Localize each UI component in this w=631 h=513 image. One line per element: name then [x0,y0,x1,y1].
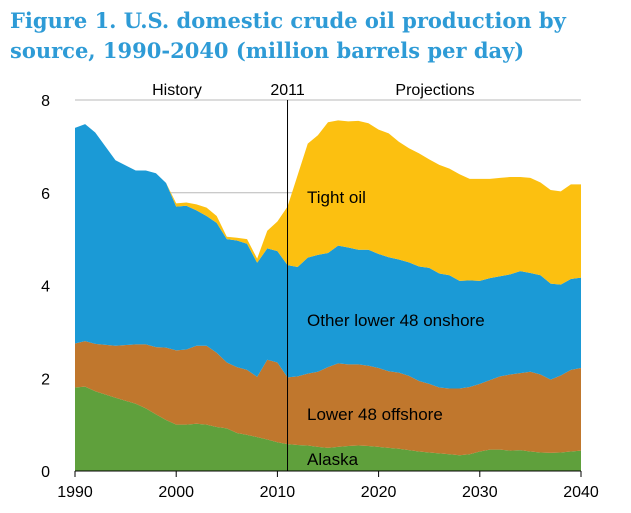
x-tick-label-2020: 2020 [361,484,397,501]
y-tick-label-6: 6 [41,186,50,203]
history-label: History [152,82,202,99]
series-label-other-lower-48-onshore: Other lower 48 onshore [307,311,485,330]
series-label-lower-48-offshore: Lower 48 offshore [307,405,443,424]
x-tick-label-2040: 2040 [563,484,599,501]
projections-label: Projections [395,82,474,99]
divider-year-label: 2011 [270,82,305,99]
y-tick-label-0: 0 [41,464,50,481]
x-tick-label-2010: 2010 [260,484,296,501]
y-tick-label-8: 8 [41,93,50,110]
area-tight-oil [75,120,581,285]
tick-labels: 1990 2000 2010 2020 2030 2040 0 2 4 6 8 [41,93,599,501]
x-tick-label-2030: 2030 [462,484,498,501]
chart-title: Figure 1. U.S. domestic crude oil produc… [10,8,566,63]
axes [74,470,582,477]
series-labels: Alaska Lower 48 offshore Other lower 48 on… [307,188,485,469]
series-label-tight-oil: Tight oil [307,188,366,207]
y-tick-label-2: 2 [41,371,50,388]
x-tick-label-1990: 1990 [57,484,93,501]
area-lower-48-offshore [75,341,581,456]
area-other-lower-48-onshore [75,124,581,389]
area-layers [75,120,581,471]
x-tick-label-2000: 2000 [158,484,194,501]
area-alaska [75,386,581,471]
annotations: History 2011 Projections [152,82,474,99]
y-tick-label-4: 4 [41,279,50,296]
series-label-alaska: Alaska [307,450,359,469]
